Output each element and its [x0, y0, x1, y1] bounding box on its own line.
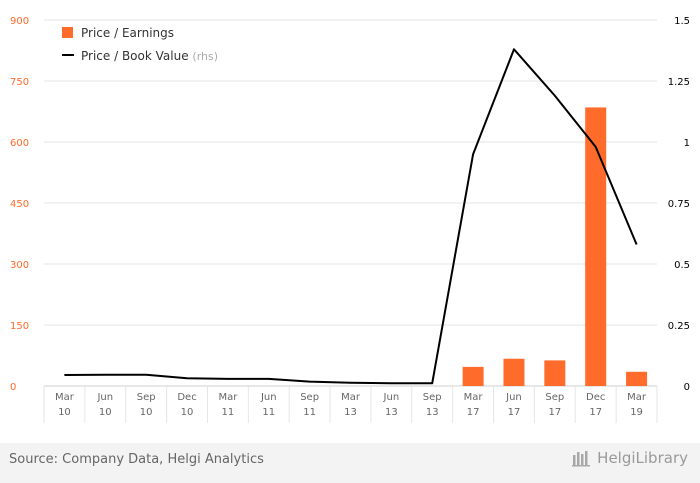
x-tick-label-year: 10 — [140, 407, 153, 418]
y-left-tick-label: 150 — [10, 321, 29, 332]
y-right-tick-label: 0.25 — [668, 321, 690, 332]
x-tick-label-month: Jun — [383, 392, 400, 403]
y-left-tick-label: 450 — [10, 199, 29, 210]
x-tick-label-year: 11 — [222, 407, 235, 418]
y-left-tick-label: 900 — [10, 16, 29, 27]
library-icon — [572, 451, 591, 467]
x-tick-label-year: 13 — [385, 407, 398, 418]
bar-price-earnings — [626, 371, 648, 386]
brand-name: HelgiLibrary — [597, 449, 688, 467]
x-tick-label-month: Mar — [464, 392, 484, 403]
x-tick-label-year: 19 — [630, 407, 643, 418]
x-tick-label-month: Jun — [96, 392, 113, 403]
x-tick-label-month: Mar — [341, 392, 361, 403]
y-left-tick-label: 0 — [10, 382, 16, 393]
x-tick-label-month: Mar — [627, 392, 647, 403]
y-left-tick-label: 600 — [10, 138, 29, 149]
y-right-tick-label: 1.25 — [668, 77, 690, 88]
x-tick-label-month: Sep — [423, 392, 442, 403]
x-tick-label-month: Jun — [505, 392, 522, 403]
chart: 0 0 150 0.25 300 0.5 450 0.75 600 1 750 1.25 900 1.5 M… — [10, 16, 690, 423]
line-price-book-value — [64, 48, 638, 385]
x-tick-label-month: Sep — [137, 392, 156, 403]
x-tick-label-year: 17 — [467, 407, 480, 418]
source-note: Source: Company Data, Helgi Analytics — [9, 452, 264, 467]
y-right-tick-label: 0.5 — [674, 260, 690, 271]
footer: Source: Company Data, Helgi Analytics He… — [0, 443, 700, 483]
x-tick-label-year: 11 — [262, 407, 275, 418]
x-tick-label-month: Sep — [300, 392, 319, 403]
x-tick-label-year: 13 — [344, 407, 357, 418]
y-right-tick-label: 0.75 — [668, 199, 690, 210]
y-left-tick-label: 750 — [10, 77, 29, 88]
x-tick-label-month: Mar — [55, 392, 75, 403]
y-right-tick-label: 1 — [684, 138, 690, 149]
x-tick-label-year: 10 — [58, 407, 71, 418]
x-tick-label-year: 13 — [426, 407, 439, 418]
x-tick-label-year: 11 — [303, 407, 316, 418]
legend-swatch-price-earnings — [62, 27, 73, 38]
x-tick-label-month: Dec — [586, 392, 605, 403]
x-tick-label-year: 10 — [99, 407, 112, 418]
x-tick-label-year: 17 — [548, 407, 561, 418]
bar-price-earnings — [585, 107, 607, 386]
x-tick-label-month: Jun — [260, 392, 277, 403]
x-tick-label-year: 17 — [508, 407, 521, 418]
x-tick-label-month: Dec — [177, 392, 196, 403]
x-tick-label-month: Mar — [218, 392, 238, 403]
bar-price-earnings — [544, 360, 566, 386]
y-left-tick-label: 300 — [10, 260, 29, 271]
y-right-tick-label: 1.5 — [674, 16, 690, 27]
x-tick-label-year: 17 — [589, 407, 602, 418]
y-right-tick-label: 0 — [684, 382, 690, 393]
legend-label-price-earnings: Price / Earnings — [81, 26, 174, 40]
x-tick-label-year: 10 — [181, 407, 194, 418]
legend-label-price-book: Price / Book Value (rhs) — [81, 49, 218, 63]
bar-price-earnings — [462, 366, 484, 386]
bar-price-earnings — [503, 358, 525, 386]
x-tick-label-month: Sep — [545, 392, 564, 403]
legend-rhs-note: (rhs) — [192, 50, 218, 63]
brand-logo[interactable]: HelgiLibrary — [572, 449, 688, 467]
